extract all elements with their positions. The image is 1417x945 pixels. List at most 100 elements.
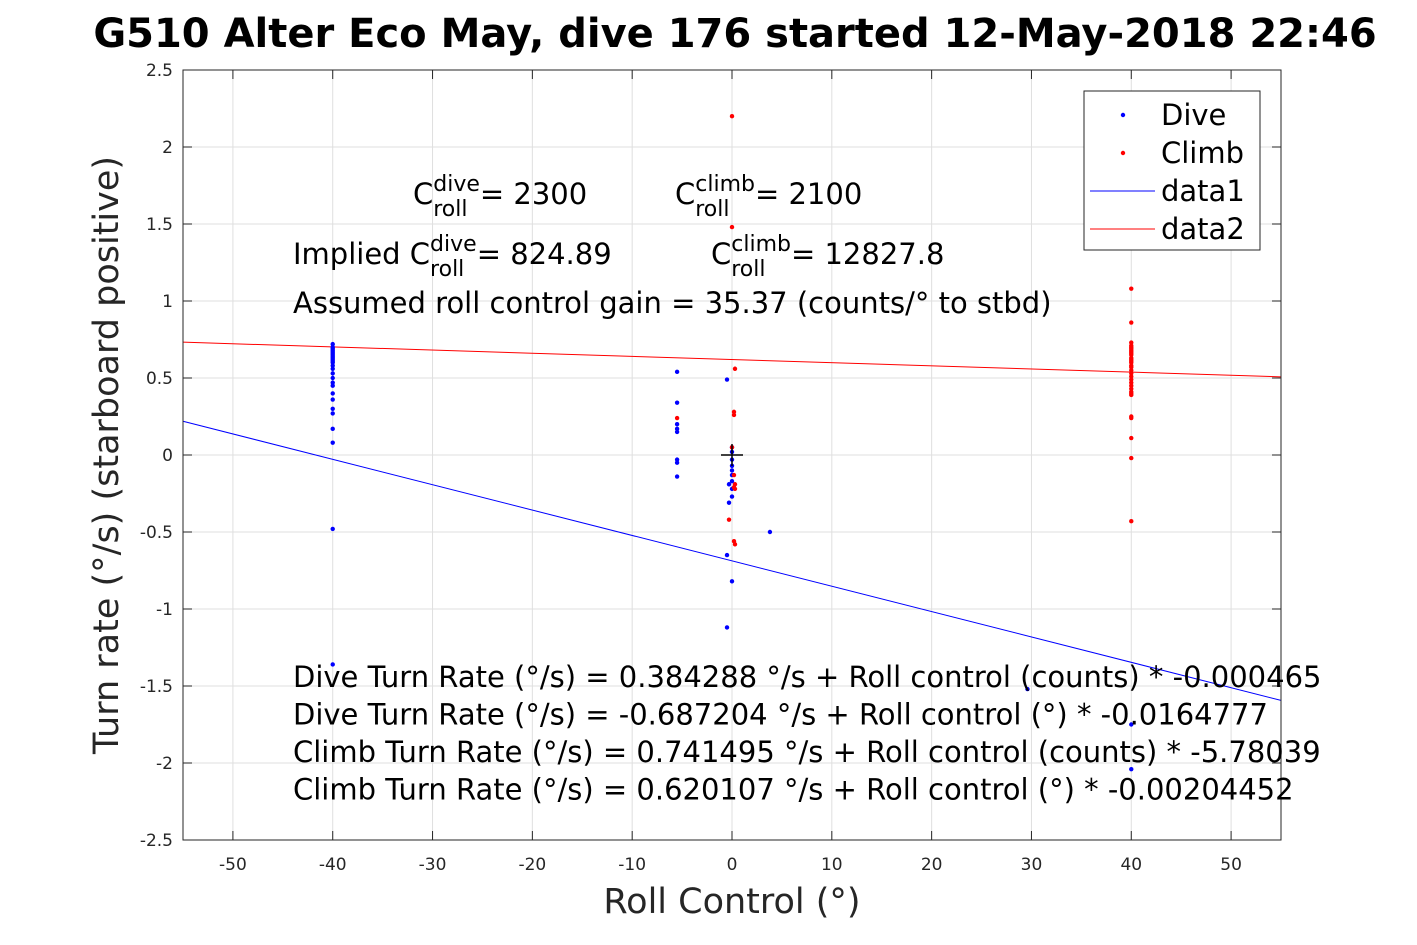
coefficient-superscript: dive (433, 172, 480, 197)
y-tick-label: -2.5 (140, 831, 173, 851)
x-tick-label: 40 (1120, 855, 1142, 875)
dive-point (330, 662, 335, 667)
y-tick-label: -2 (156, 754, 173, 774)
regression-equation: Dive Turn Rate (°/s) = 0.384288 °/s + Ro… (293, 660, 1321, 694)
dive-point (674, 460, 680, 465)
gain-annotation: Assumed roll control gain = 35.37 (count… (293, 286, 1052, 320)
coefficient-superscript: climb (695, 172, 755, 197)
legend-box (1083, 90, 1261, 251)
climb-point (1129, 374, 1134, 379)
fit-lines (182, 341, 1282, 701)
x-tick-label: -50 (219, 855, 247, 875)
climb-point (732, 542, 738, 547)
y-axis-label: Turn rate (°/s) (starboard positive) (87, 156, 127, 755)
x-tick-label: 20 (921, 855, 943, 875)
coefficient-subscript: roll (430, 257, 464, 282)
coefficient-value: = 12827.8 (791, 237, 944, 271)
dive-point (724, 377, 730, 382)
x-tick-label: 30 (1021, 855, 1043, 875)
axis-ticks: -50 -40 -30 -20 -10 0 10 20 30 40 50-2.5-2-1.5-1-0… (140, 61, 1281, 875)
legend-label: Climb (1161, 136, 1244, 170)
dive-point (1129, 766, 1134, 772)
coefficient-value: = 824.89 (477, 237, 612, 271)
x-tick-label: -20 (518, 855, 546, 875)
climb-point (1129, 286, 1134, 291)
dive-point (674, 426, 680, 432)
climb-point (732, 486, 738, 492)
climb-point (726, 517, 732, 522)
legend-dive-marker (1120, 112, 1126, 118)
climb-point (1129, 377, 1134, 382)
legend-label: Dive (1161, 98, 1226, 132)
climb-point (731, 412, 737, 418)
x-tick-label: -10 (618, 855, 646, 875)
regression-equation: Dive Turn Rate (°/s) = -0.687204 °/s + R… (293, 698, 1268, 732)
x-tick-label: -30 (419, 855, 447, 875)
y-tick-label: 0 (162, 446, 173, 466)
data1-fit-line (182, 420, 1282, 701)
regression-equation: Climb Turn Rate (°/s) = 0.620107 °/s + R… (293, 773, 1294, 807)
dive-point (674, 369, 680, 375)
x-axis-label: Roll Control (°) (603, 882, 860, 922)
regression-equation: Climb Turn Rate (°/s) = 0.741495 °/s + R… (293, 735, 1321, 769)
climb-point (1129, 435, 1134, 441)
x-tick-label: -40 (319, 855, 347, 875)
coefficient-main: C (675, 177, 695, 211)
coefficient-annotation: Implied Cdive (293, 232, 477, 271)
dive-point (330, 526, 335, 532)
climb-point (732, 366, 738, 371)
dive-point (330, 426, 335, 432)
climb-point (1129, 352, 1134, 358)
origin-marker-group (721, 444, 743, 466)
coefficient-superscript: dive (430, 232, 477, 257)
climb-point (1129, 415, 1134, 421)
y-tick-label: -1 (156, 600, 173, 620)
coefficient-subscript: roll (695, 197, 729, 222)
climb-point (1129, 368, 1134, 373)
y-tick-label: 0.5 (146, 369, 173, 389)
dive-point (330, 363, 335, 368)
legend-climb-marker (1120, 150, 1126, 156)
climb-point (674, 415, 680, 421)
dive-point (330, 411, 335, 416)
dive-point (330, 391, 335, 396)
y-tick-label: 2.5 (146, 61, 173, 81)
dive-point (330, 366, 335, 371)
climb-point (1129, 320, 1134, 325)
dive-point (1129, 722, 1134, 727)
climb-point (1129, 519, 1134, 524)
coefficient-value: = 2300 (480, 177, 587, 211)
dive-point (330, 440, 335, 445)
x-tick-label: 0 (727, 855, 738, 875)
climb-point (1129, 360, 1134, 365)
climb-point (729, 114, 735, 119)
dive-point (674, 457, 680, 462)
dive-point (674, 474, 680, 479)
legend-label: data1 (1161, 174, 1245, 208)
dive-point (330, 371, 335, 376)
dive-point (726, 482, 732, 487)
climb-point (1129, 340, 1134, 345)
x-tick-label: 10 (821, 855, 843, 875)
chart-title: G510 Alter Eco May, dive 176 started 12-… (93, 11, 1376, 57)
dive-point (724, 625, 730, 630)
dive-point (729, 579, 735, 584)
dive-point (674, 422, 680, 427)
coefficient-main: C (711, 237, 731, 271)
dive-point (330, 375, 335, 381)
data-points (330, 114, 1134, 772)
coefficient-main: C (413, 177, 433, 211)
coefficient-annotation: Cclimb (711, 232, 791, 271)
climb-point (1129, 386, 1134, 391)
y-tick-label: 2 (162, 138, 173, 158)
dive-point (1025, 686, 1030, 692)
legend-label: data2 (1161, 212, 1245, 246)
coefficient-subscript: roll (731, 257, 765, 282)
climb-point (1129, 365, 1134, 370)
data2-fit-line (182, 341, 1282, 378)
climb-point (1129, 383, 1134, 388)
dive-point (330, 406, 335, 411)
coefficient-value: = 2100 (755, 177, 862, 211)
dive-point (729, 494, 735, 499)
